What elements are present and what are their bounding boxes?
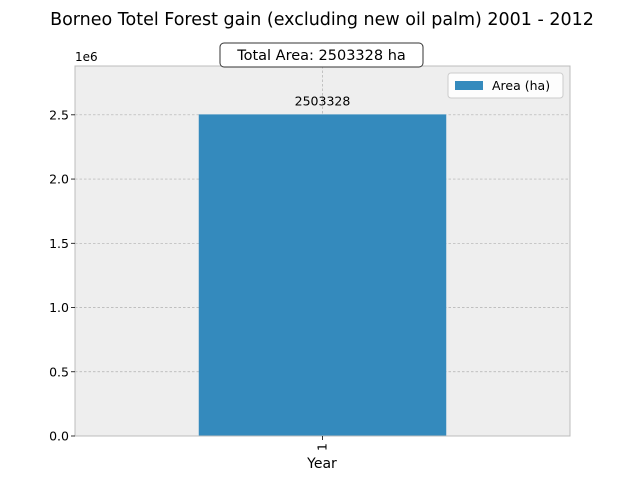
total-area-annotation: Total Area: 2503328 ha [219, 42, 424, 68]
y-tick-label: 2.0 [49, 172, 69, 187]
bar-value-label: 2503328 [295, 93, 351, 108]
y-tick-label: 1.0 [49, 300, 69, 315]
y-tick-label: 0.0 [49, 429, 69, 444]
annotation-text: Total Area: 2503328 ha [236, 48, 406, 64]
y-tick-label: 1.5 [49, 236, 69, 251]
legend: Area (ha) [447, 72, 564, 99]
legend-label: Area (ha) [492, 78, 550, 93]
y-tick-label: 2.5 [49, 107, 69, 122]
legend-swatch [455, 81, 483, 90]
legend-box [447, 72, 564, 99]
chart-title: Borneo Totel Forest gain (excluding new … [50, 10, 594, 30]
x-tick-label: 1 [315, 443, 330, 451]
axis-ticks: 0.0 0.5 1.0 1.5 2.0 2.5 1 [49, 107, 329, 451]
y-tick-label: 0.5 [49, 364, 69, 379]
bar [198, 114, 447, 436]
annotation-box [219, 42, 424, 68]
bars: 2503328 [198, 93, 447, 436]
x-axis-label: Year [306, 456, 337, 472]
y-offset-label: 1e6 [75, 50, 98, 64]
